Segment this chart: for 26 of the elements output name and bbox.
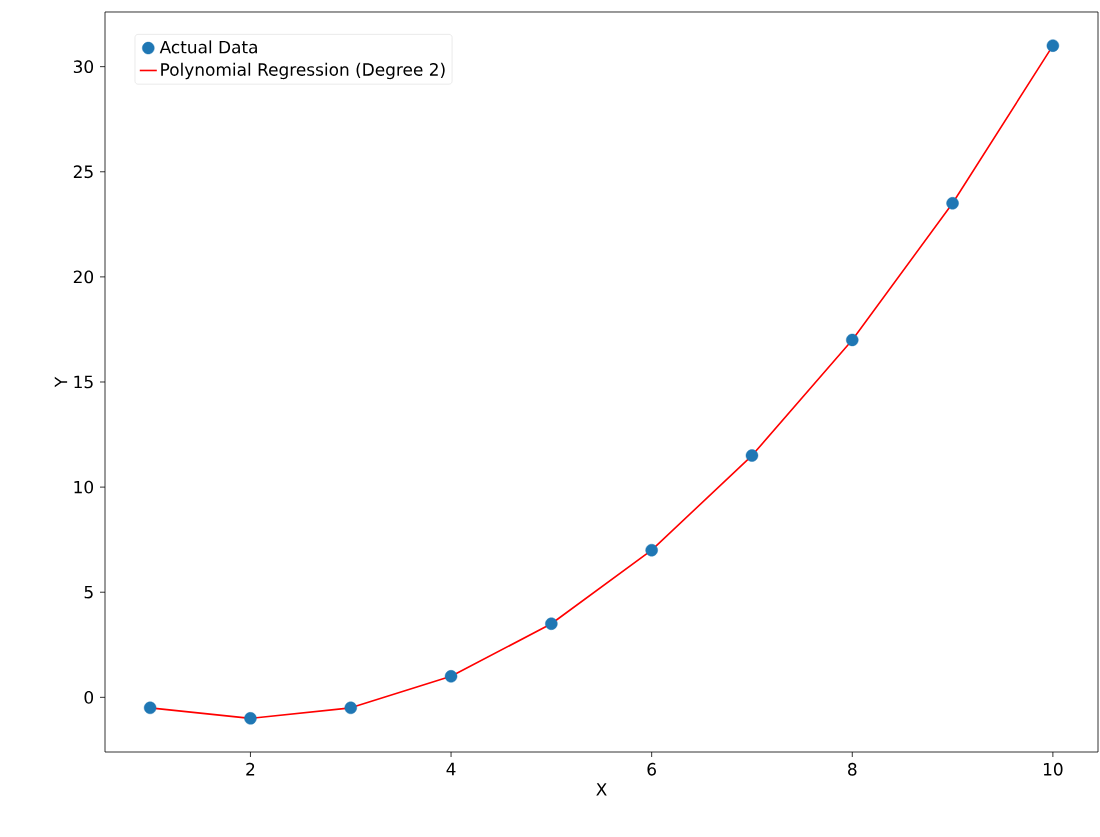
point — [946, 197, 959, 210]
point — [846, 333, 859, 347]
x-tick-label: 6 — [647, 762, 656, 776]
point — [444, 670, 458, 683]
point — [244, 712, 257, 725]
legend-label: Polynomial Regression (Degree 2) — [161, 62, 445, 80]
x-tick-label: 4 — [446, 762, 456, 776]
y-axis-title: Y — [54, 376, 68, 388]
point — [143, 701, 157, 715]
y-tick-label: 0 — [84, 690, 94, 704]
y-tick-label: 30 — [73, 60, 94, 74]
x-tick-label: 2 — [246, 762, 255, 776]
point — [645, 543, 658, 557]
y-tick-label: 25 — [73, 165, 93, 179]
x-tick-label: 8 — [848, 762, 857, 776]
point — [1046, 39, 1060, 52]
point — [545, 617, 558, 630]
y-tick-label: 20 — [73, 270, 94, 284]
x-tick-label: 10 — [1043, 762, 1063, 776]
y-tick-label: 5 — [84, 585, 93, 599]
x-axis-title: X — [596, 783, 607, 796]
y-tick-label: 15 — [74, 375, 93, 389]
point — [745, 449, 759, 462]
y-tick-label: 10 — [74, 480, 94, 494]
legend-label: Actual Data — [159, 40, 257, 54]
point — [344, 701, 357, 715]
